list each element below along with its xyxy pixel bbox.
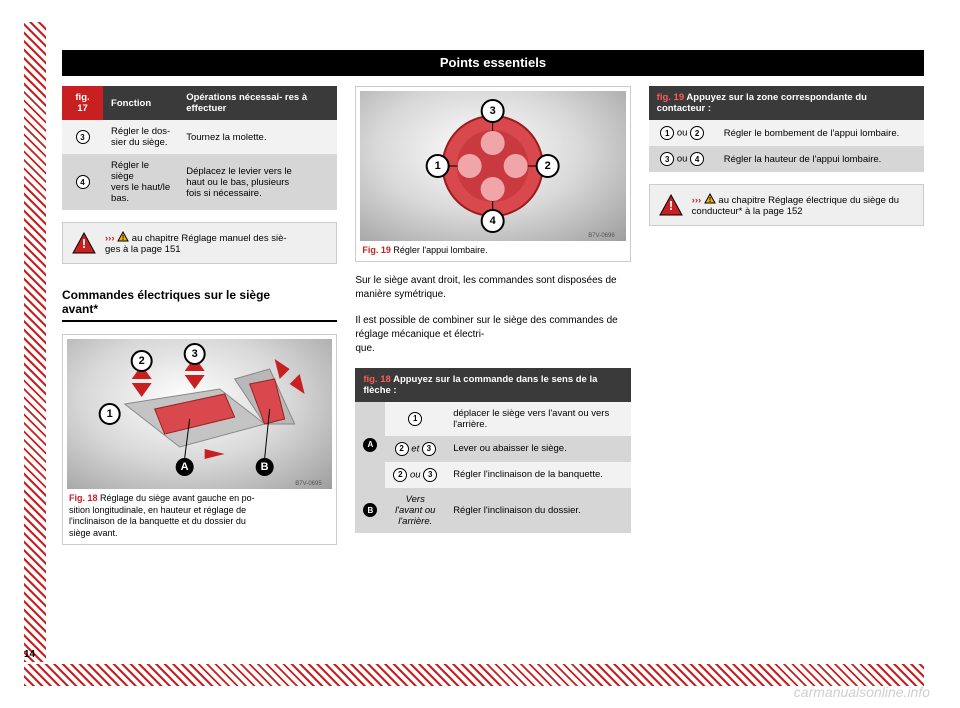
warning-red-triangle-icon: ! [658, 193, 684, 217]
figure-19-caption: Fig. 19 Régler l'appui lombaire. [360, 241, 625, 257]
th-fig17: fig. 17 [62, 86, 103, 120]
svg-text:2: 2 [139, 355, 145, 367]
num-4-icon: 4 [690, 152, 704, 166]
paragraph-2: Il est possible de combiner sur le siège… [355, 314, 630, 356]
num-3-icon: 3 [422, 442, 436, 456]
svg-text:B7V-0695: B7V-0695 [295, 481, 322, 487]
cell-func-4: Régler le siège vers le haut/le bas. [103, 154, 178, 210]
warning-red-triangle-icon: ! [71, 231, 97, 255]
hatch-margin-left [24, 22, 46, 662]
table-fig17: fig. 17 Fonction Opérations nécessai- re… [62, 86, 337, 210]
num-1-icon: 1 [660, 126, 674, 140]
warning-box-1: ! ››› ! au chapitre Réglage manuel des s… [62, 222, 337, 264]
column-1: fig. 17 Fonction Opérations nécessai- re… [62, 86, 337, 545]
table-row: 2 ou 3 Régler l'inclinaison de la banque… [355, 462, 630, 488]
figure-19-svg: 1 2 3 4 B7V-0696 [360, 91, 625, 241]
svg-text:B: B [261, 461, 269, 473]
table-row: B Vers l'avant ou l'arrière. Régler l'in… [355, 488, 630, 533]
table-fig19: fig. 19 Appuyez sur la zone correspondan… [649, 86, 924, 172]
cell-a1: déplacer le siège vers l'avant ou vers l… [445, 402, 630, 436]
cell-ops-4: Déplacez le levier vers le haut ou le ba… [178, 154, 337, 210]
hatch-margin-bottom [24, 664, 924, 686]
warning-text-2: ››› ! au chapitre Réglage électrique du … [692, 193, 915, 217]
num-4-icon: 4 [76, 175, 90, 189]
figure-18-svg: 1 2 3 A B B7V-0695 [67, 339, 332, 489]
table-row: 3 ou 4 Régler la hauteur de l'appui lomb… [649, 146, 924, 172]
th-fonction: Fonction [103, 86, 178, 120]
cell-ops-3: Tournez la molette. [178, 120, 337, 154]
cell-a2: Lever ou abaisser le siège. [445, 436, 630, 462]
table-fig18: fig. 18 Appuyez sur la commande dans le … [355, 368, 630, 533]
cell-func-3: Régler le dos- sier du siège. [103, 120, 178, 154]
svg-text:3: 3 [490, 105, 496, 117]
page-number: 14 [24, 649, 35, 660]
num-1-icon: 1 [408, 412, 422, 426]
svg-text:4: 4 [490, 215, 497, 227]
figure-18-caption: Fig. 18 Réglage du siège avant gauche en… [67, 489, 332, 540]
svg-text:3: 3 [192, 348, 198, 360]
section-title-electric: Commandes électriques sur le siège avant… [62, 288, 337, 322]
num-3-icon: 3 [76, 130, 90, 144]
cell-b-txt: Régler l'inclinaison du dossier. [445, 488, 630, 533]
th-operations: Opérations nécessai- res à effectuer [178, 86, 337, 120]
cell-19-1: Régler le bombement de l'appui lombaire. [716, 120, 924, 146]
num-3-icon: 3 [660, 152, 674, 166]
cell-a3: Régler l'inclinaison de la banquette. [445, 462, 630, 488]
letter-B-icon: B [363, 503, 377, 517]
table-row: fig. 19 Appuyez sur la zone correspondan… [649, 86, 924, 120]
figure-19-box: 1 2 3 4 B7V-0696 Fig. 19 Régler l'appui … [355, 86, 630, 262]
warning-text-1: ››› ! au chapitre Réglage manuel des siè… [105, 231, 287, 255]
svg-text:1: 1 [107, 408, 113, 420]
num-3-icon: 3 [423, 468, 437, 482]
svg-text:!: ! [709, 197, 711, 204]
cell-b-mid: Vers l'avant ou l'arrière. [385, 488, 445, 533]
table-row: 1 ou 2 Régler le bombement de l'appui lo… [649, 120, 924, 146]
warning-box-2: ! ››› ! au chapitre Réglage électrique d… [649, 184, 924, 226]
svg-text:2: 2 [545, 160, 551, 172]
svg-text:!: ! [122, 235, 124, 242]
column-2: 1 2 3 4 B7V-0696 Fig. 19 Régler l'appui … [355, 86, 630, 545]
figure-18-box: 1 2 3 A B B7V-0695 Fig. 18 Réglage du si… [62, 334, 337, 545]
svg-text:!: ! [668, 198, 672, 213]
table-row: 3 Régler le dos- sier du siège. Tournez … [62, 120, 337, 154]
cell-19-2: Régler la hauteur de l'appui lombaire. [716, 146, 924, 172]
table-row: 2 et 3 Lever ou abaisser le siège. [355, 436, 630, 462]
num-2-icon: 2 [690, 126, 704, 140]
paragraph-1: Sur le siège avant droit, les commandes … [355, 274, 630, 302]
num-2-icon: 2 [393, 468, 407, 482]
table-row: fig. 18 Appuyez sur la commande dans le … [355, 368, 630, 402]
page-title: Points essentiels [62, 50, 924, 76]
watermark: carmanualsonline.info [794, 684, 930, 700]
column-3: fig. 19 Appuyez sur la zone correspondan… [649, 86, 924, 545]
content-columns: fig. 17 Fonction Opérations nécessai- re… [62, 86, 924, 545]
letter-A-icon: A [363, 438, 377, 452]
svg-text:B7V-0696: B7V-0696 [589, 233, 616, 239]
svg-text:A: A [181, 461, 189, 473]
num-2-icon: 2 [395, 442, 409, 456]
svg-text:1: 1 [435, 160, 441, 172]
table-row: 4 Régler le siège vers le haut/le bas. D… [62, 154, 337, 210]
table-row: A 1 déplacer le siège vers l'avant ou ve… [355, 402, 630, 436]
svg-text:!: ! [82, 236, 86, 251]
